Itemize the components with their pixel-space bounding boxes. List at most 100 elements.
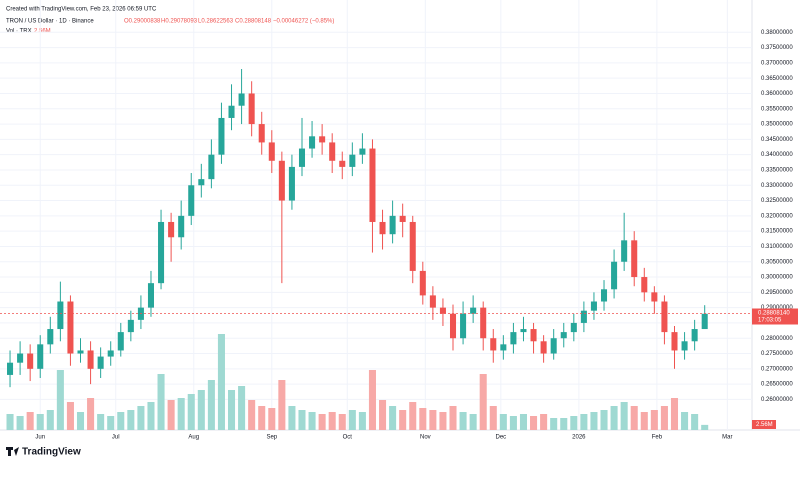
candle-body	[449, 313, 457, 339]
volume-bar	[348, 410, 356, 430]
volume-bar	[167, 400, 175, 430]
volume-bar	[187, 394, 195, 430]
candle-body	[319, 136, 326, 143]
y-tick-label: 0.26000000	[761, 397, 793, 403]
x-tick-label: Aug	[188, 435, 199, 441]
volume-bar	[509, 416, 517, 430]
volume-bar	[449, 406, 457, 430]
volume-bar	[469, 414, 477, 430]
x-tick-label: Nov	[420, 435, 431, 441]
candle-body	[87, 350, 94, 369]
y-tick-label: 0.34000000	[761, 152, 793, 158]
candle-body	[500, 344, 507, 351]
created-note: Created with TradingView.com, Feb 23, 20…	[6, 7, 157, 13]
volume-bar	[389, 406, 397, 430]
volume-bar	[318, 414, 326, 430]
ohlc-value: −0.00046272 (−0.85%)	[273, 19, 334, 25]
candle-body	[590, 301, 597, 311]
volume-bar	[87, 398, 95, 430]
volume-bar	[66, 402, 74, 430]
volume-bar	[308, 412, 316, 430]
candle-body	[117, 332, 124, 351]
last-price-label: 0.28808140	[758, 311, 790, 317]
volume-bar	[610, 406, 618, 430]
y-tick-label: 0.36000000	[761, 91, 793, 97]
volume-bar	[268, 408, 276, 430]
candle-body	[47, 329, 54, 345]
volume-bar	[117, 412, 125, 430]
candle-body	[661, 301, 668, 333]
volume-bar	[46, 410, 54, 430]
candle-body	[248, 93, 255, 125]
candle-body	[268, 142, 275, 161]
candle-body	[570, 322, 577, 333]
y-tick-label: 0.35500000	[761, 106, 793, 112]
candle-body	[550, 338, 557, 354]
candle-body	[510, 332, 517, 345]
candle-body	[17, 353, 24, 363]
candle-body	[258, 124, 265, 143]
volume-bar	[660, 406, 668, 430]
candle-body	[278, 160, 285, 201]
x-tick-label: 2026	[572, 435, 586, 441]
candle-body	[641, 277, 648, 293]
y-tick-label: 0.27500000	[761, 351, 793, 357]
candle-body	[560, 332, 567, 339]
volume-bar	[650, 410, 658, 430]
candle-body	[681, 341, 688, 351]
volume-bar	[338, 414, 346, 430]
y-tick-label: 0.28000000	[761, 336, 793, 342]
x-tick-label: Jun	[35, 435, 45, 441]
candle-body	[621, 240, 628, 262]
volume-bar	[519, 414, 528, 430]
candle-body	[419, 270, 426, 296]
volume-bar	[36, 414, 44, 430]
candle-body	[379, 221, 386, 235]
candle-body	[67, 301, 74, 354]
candle-body	[309, 136, 316, 149]
volume-bar	[409, 402, 417, 430]
volume-bar	[590, 412, 598, 430]
volume-bar	[197, 390, 205, 430]
y-tick-label: 0.32000000	[761, 213, 793, 219]
y-tick-label: 0.33500000	[761, 168, 793, 174]
volume-bar	[489, 406, 497, 430]
candle-body	[158, 221, 165, 284]
candle-body	[399, 215, 406, 222]
candle-body	[288, 166, 295, 201]
volume-label-box	[752, 420, 776, 429]
volume-bar	[439, 412, 447, 430]
y-tick-label: 0.36500000	[761, 76, 793, 82]
candle-body	[651, 292, 658, 302]
x-tick-label: Mar	[722, 435, 732, 441]
volume-bar	[640, 412, 648, 430]
volume-bar	[620, 402, 628, 430]
candle-body	[298, 148, 306, 167]
volume-bar	[560, 418, 568, 430]
volume-bar	[499, 414, 507, 430]
candle-body	[631, 240, 638, 278]
candle-body	[228, 105, 235, 118]
candle-body	[480, 307, 487, 339]
candle-body	[611, 261, 618, 290]
volume-bar	[670, 398, 679, 430]
candle-body	[691, 329, 698, 342]
volume-bar	[429, 410, 437, 430]
candle-body	[127, 319, 134, 333]
y-tick-label: 0.30500000	[761, 259, 793, 265]
candle-body	[178, 215, 185, 238]
candle-body	[349, 154, 356, 167]
candle-body	[580, 310, 587, 323]
volume-bar	[550, 418, 558, 430]
candle-body	[409, 221, 416, 271]
volume-bar	[127, 410, 135, 430]
volume-bar	[681, 412, 689, 430]
volume-bar	[26, 412, 34, 430]
volume-bar	[177, 398, 185, 430]
volume-bar	[691, 414, 699, 430]
symbol: TRON / US Dollar · 1D · Binance	[6, 19, 94, 25]
volume-bar	[580, 414, 588, 430]
candle-body	[198, 179, 205, 186]
volume-bar	[530, 416, 538, 430]
